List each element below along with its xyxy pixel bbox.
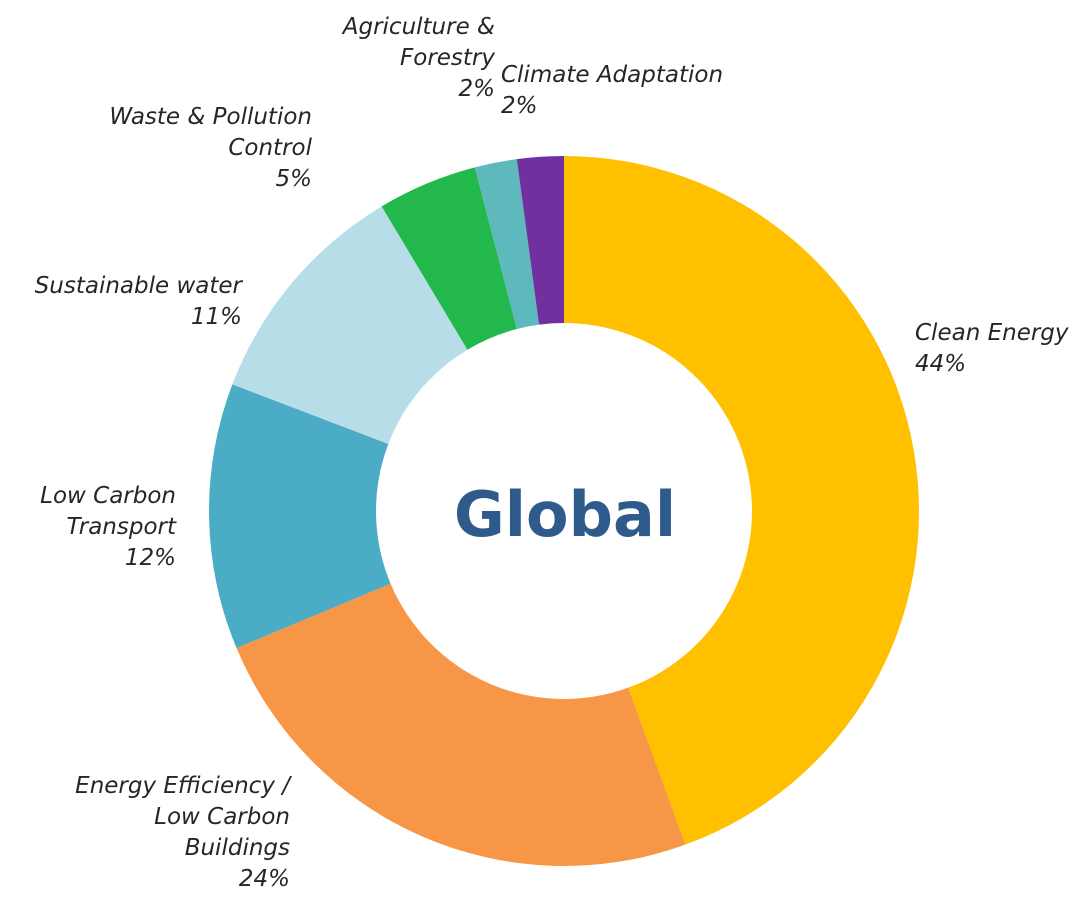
slice-label-2: Energy Efficiency / Low Carbon Buildings 24…: [75, 773, 292, 892]
slice-percent: 2%: [501, 93, 538, 119]
slice-name-line: Agriculture &: [341, 14, 495, 40]
slice-percent: 2%: [459, 76, 496, 102]
slice-name-line: Transport: [66, 514, 177, 540]
slice-name-line: Low Carbon: [40, 483, 176, 509]
slice-name-line: Buildings: [185, 835, 290, 861]
slice-name-line: Sustainable water: [35, 273, 244, 299]
slice-1: [564, 156, 919, 845]
slice-7: [516, 156, 564, 325]
slice-label-5: Waste & Pollution Control 5%: [109, 104, 312, 192]
slice-name-line: Low Carbon: [154, 804, 290, 830]
center-label: Global: [454, 478, 676, 551]
slice-percent: 24%: [239, 866, 290, 892]
slice-percent: 5%: [276, 166, 313, 192]
slice-name-line: Clean Energy: [915, 320, 1069, 346]
slice-label-1: Clean Energy 44%: [915, 320, 1069, 377]
slice-name-line: Control: [228, 135, 312, 161]
slice-name-line: Waste & Pollution: [109, 104, 312, 130]
slice-labels: Clean Energy 44% Energy Efficiency / Low Ca…: [35, 14, 1069, 892]
slice-name-line: Energy Efficiency /: [75, 773, 292, 799]
slice-4: [232, 206, 468, 444]
slice-percent: 12%: [125, 545, 176, 571]
slice-3: [208, 384, 391, 649]
slice-percent: 44%: [915, 351, 966, 377]
slice-label-7: Climate Adaptation 2%: [501, 62, 723, 119]
slice-5: [381, 167, 517, 350]
slice-name-line: Climate Adaptation: [501, 62, 723, 88]
donut-slices: [208, 156, 919, 866]
slice-6: [474, 159, 540, 330]
slice-2: [236, 583, 686, 866]
slice-label-4: Sustainable water 11%: [35, 273, 244, 330]
slice-label-3: Low Carbon Transport 12%: [40, 483, 177, 571]
slice-percent: 11%: [191, 304, 242, 330]
slice-label-6: Agriculture & Forestry 2%: [341, 14, 496, 102]
slice-name-line: Forestry: [400, 45, 495, 71]
